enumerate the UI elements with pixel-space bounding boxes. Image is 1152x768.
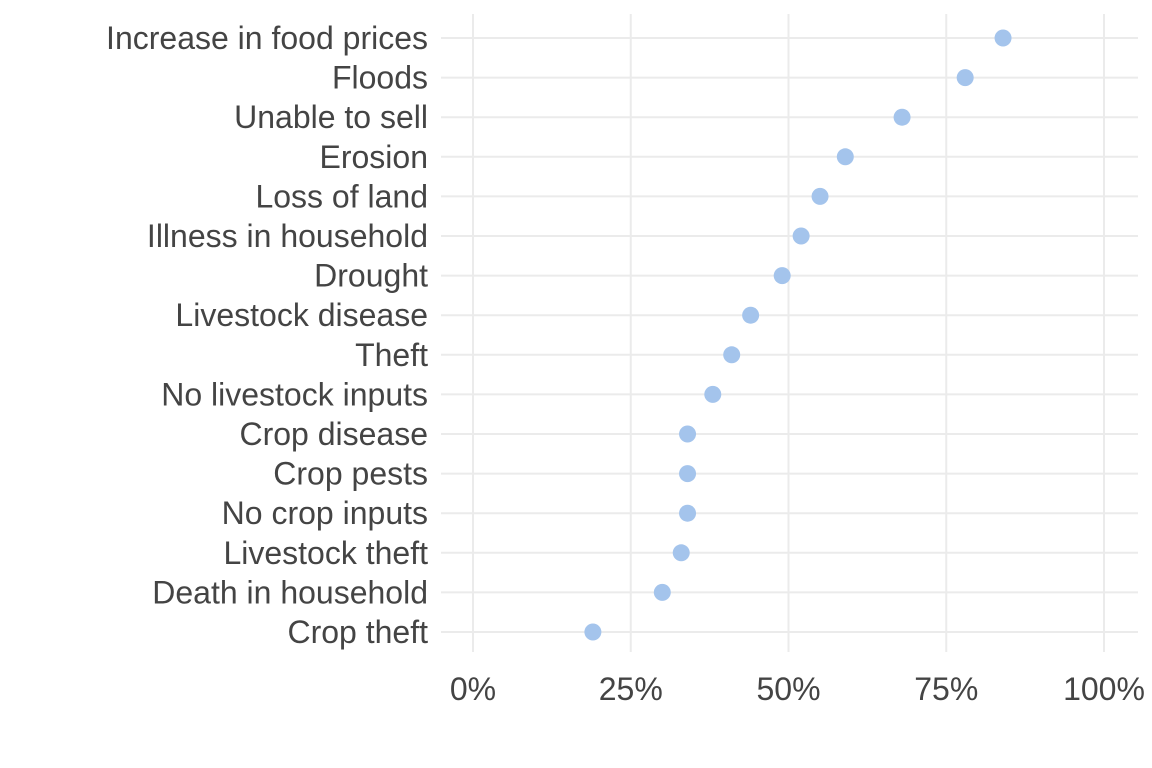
data-point [773, 267, 791, 285]
grid-layer [441, 14, 1138, 652]
category-label: Illness in household [147, 218, 428, 254]
category-label: Crop theft [287, 614, 428, 650]
category-label: No livestock inputs [161, 376, 428, 412]
data-point [584, 623, 602, 641]
data-point [994, 29, 1012, 47]
data-point [792, 227, 810, 245]
data-point [704, 385, 722, 403]
x-tick-label: 100% [1063, 671, 1145, 707]
category-label: No crop inputs [222, 495, 428, 531]
data-point [679, 465, 697, 483]
category-label: Drought [314, 258, 428, 294]
category-label: Livestock theft [223, 535, 428, 571]
category-label: Erosion [320, 139, 429, 175]
category-label: Increase in food prices [106, 20, 428, 56]
category-label: Floods [332, 60, 428, 96]
category-label: Death in household [152, 574, 428, 610]
data-point [723, 346, 741, 364]
x-tick-label: 0% [450, 671, 496, 707]
data-point [653, 583, 671, 601]
data-point [742, 306, 760, 324]
x-tick-label: 75% [914, 671, 978, 707]
data-point [956, 69, 974, 87]
x-axis-tick-labels: 0% 25% 50% 75% 100% [450, 671, 1145, 707]
category-label: Theft [355, 337, 428, 373]
data-point [836, 148, 854, 166]
category-label: Crop disease [239, 416, 428, 452]
data-point [893, 108, 911, 126]
data-point [811, 187, 829, 205]
category-label: Livestock disease [175, 297, 428, 333]
data-points [584, 29, 1012, 641]
category-label: Crop pests [273, 456, 428, 492]
category-label: Loss of land [255, 178, 428, 214]
x-tick-label: 25% [599, 671, 663, 707]
data-point [679, 425, 697, 443]
data-point [672, 544, 690, 562]
data-point [679, 504, 697, 522]
x-tick-label: 50% [756, 671, 820, 707]
category-label: Unable to sell [234, 99, 428, 135]
